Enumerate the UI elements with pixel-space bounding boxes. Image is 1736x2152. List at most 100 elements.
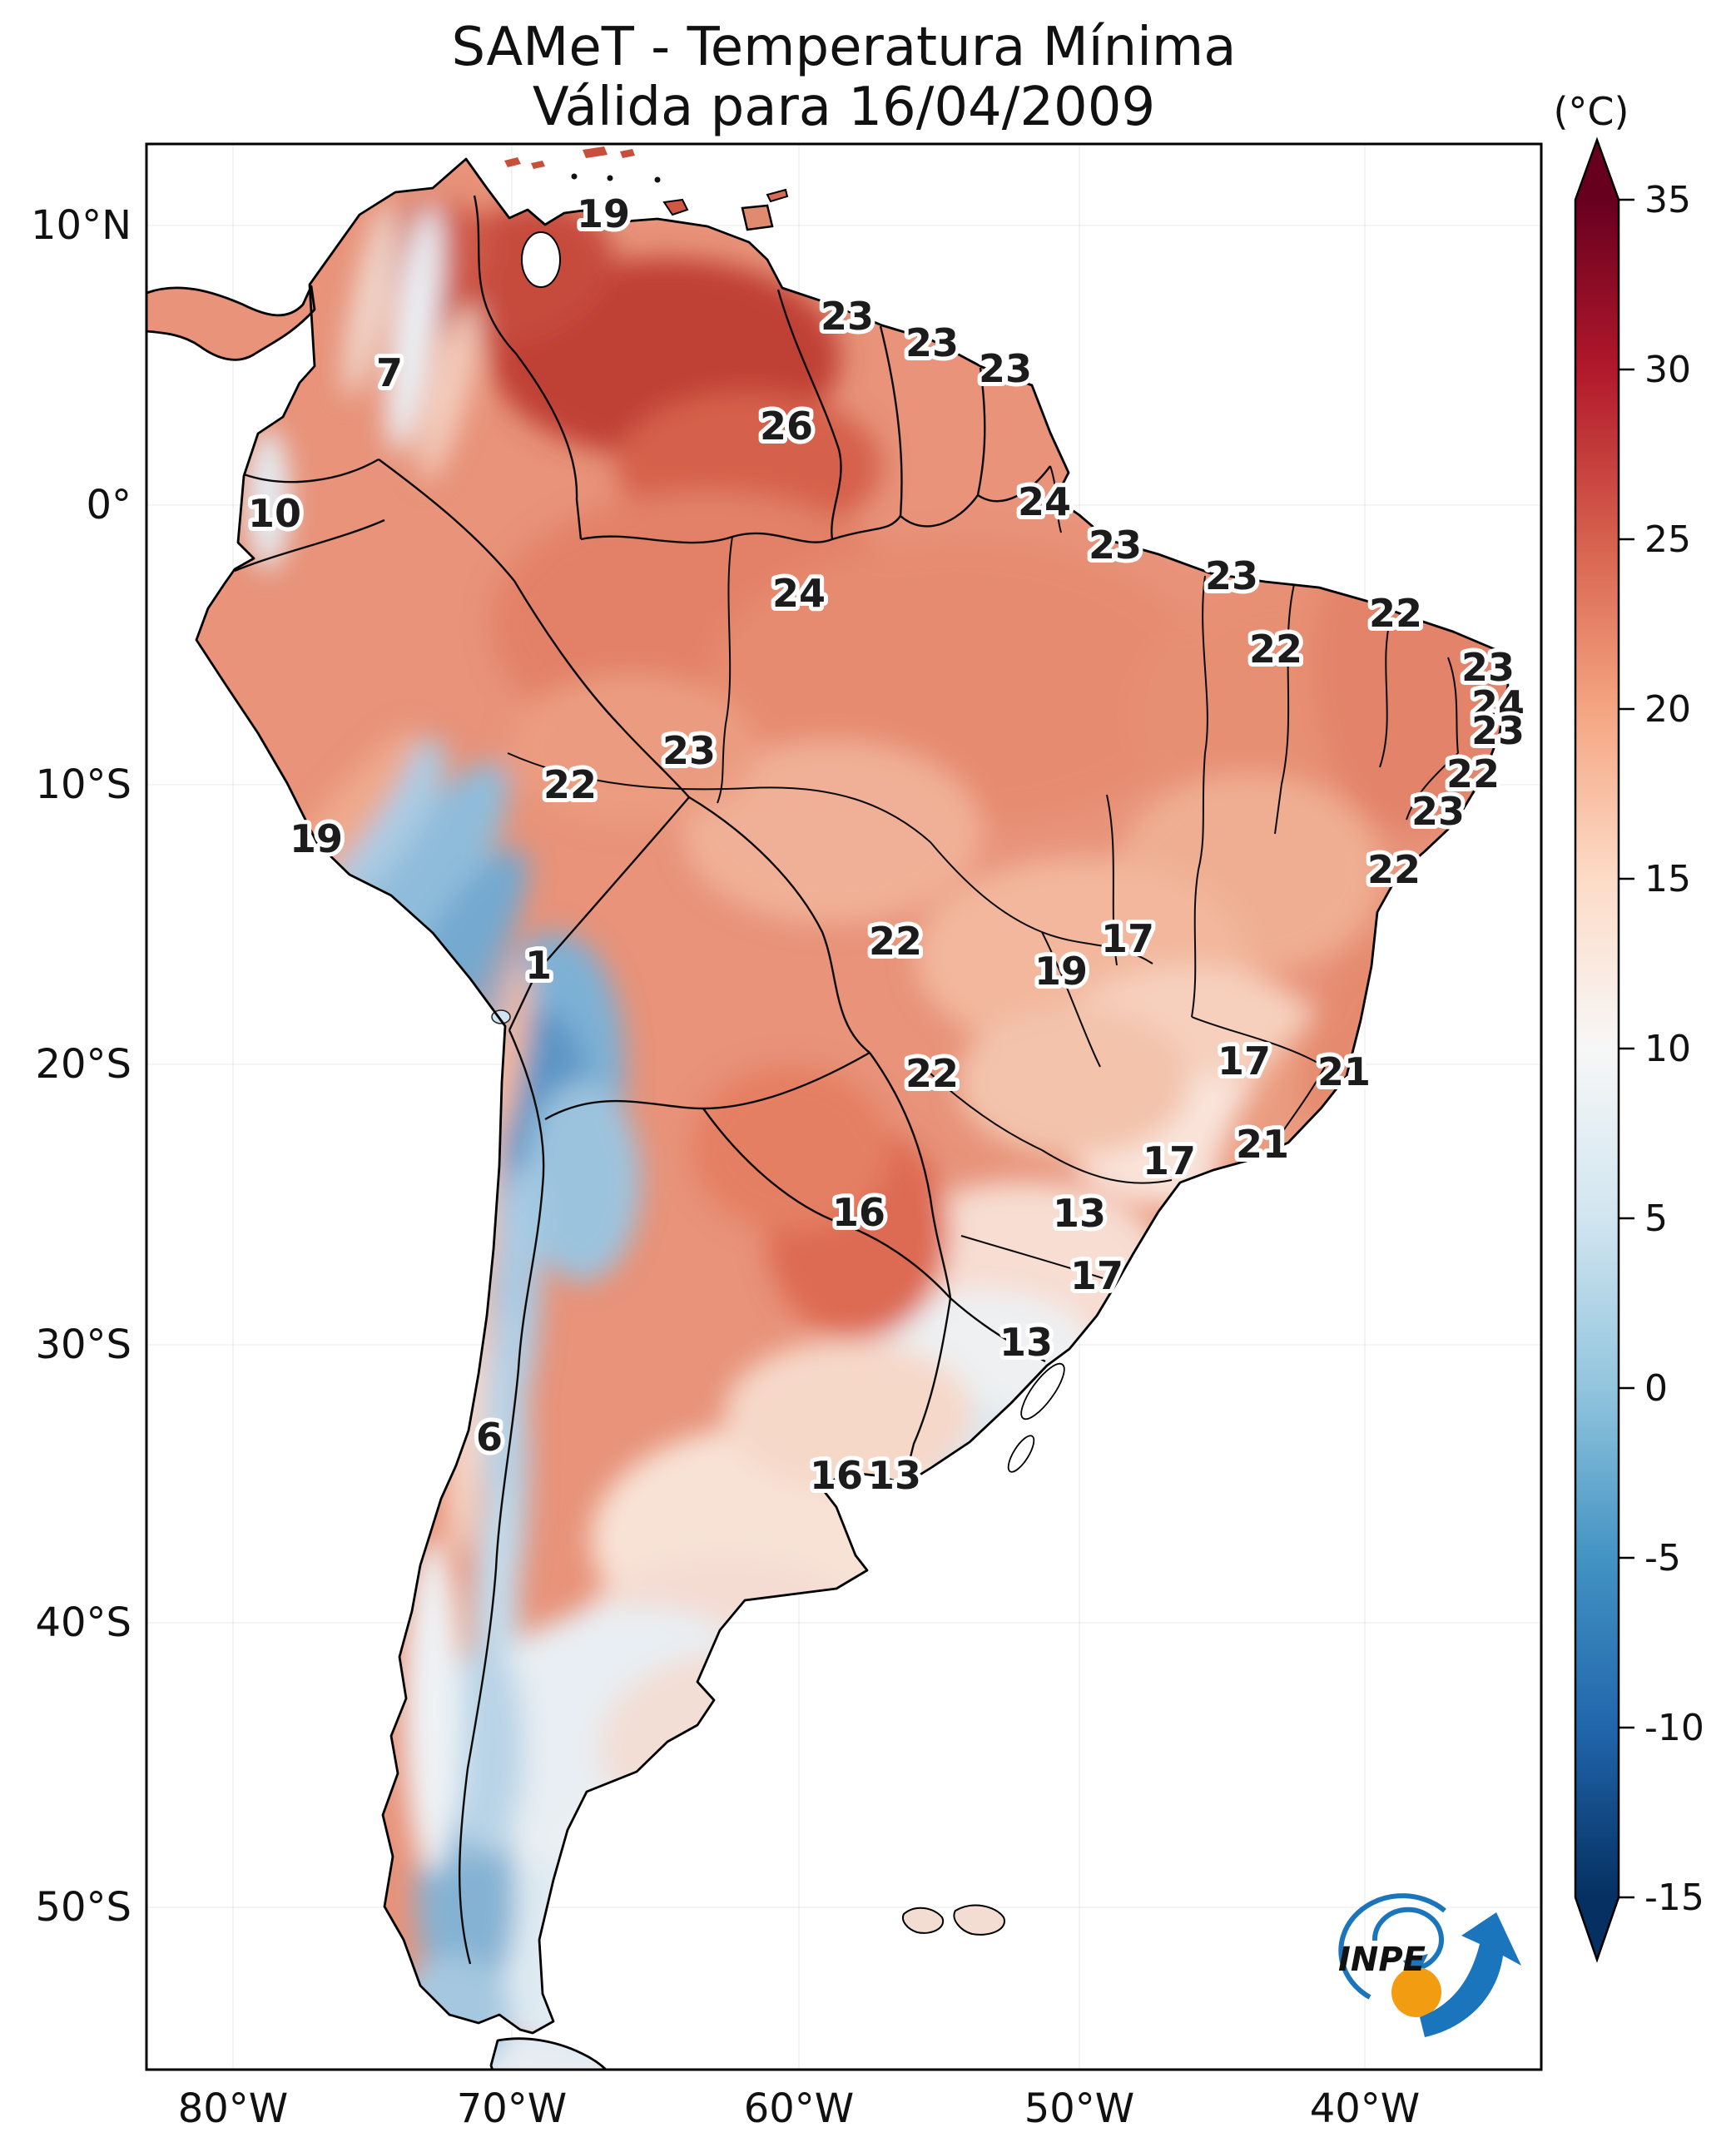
temp-label: 19	[577, 191, 630, 236]
small-island-dot	[654, 176, 661, 183]
country-borders	[234, 195, 1051, 1965]
temp-label: 24	[1018, 479, 1071, 524]
lon-tick-label: 50°W	[1024, 2085, 1135, 2132]
temp-label: 22	[1369, 591, 1422, 636]
temp-label: 23	[905, 320, 959, 365]
temp-label: 23	[979, 346, 1032, 391]
logo-text: INPE	[1338, 1941, 1426, 1979]
curacao-island	[504, 157, 521, 167]
temp-label: 16	[810, 1453, 863, 1498]
colorbar-tick-label: -15	[1644, 1877, 1704, 1919]
map-frame	[145, 142, 1543, 2071]
temp-label: 13	[868, 1453, 921, 1498]
colorbar-tick-label: 25	[1644, 518, 1691, 561]
temp-label: 17	[1070, 1253, 1123, 1298]
lagoa-mirim	[1007, 1435, 1035, 1473]
small-island-dot	[607, 175, 613, 181]
temp-label: 22	[1367, 847, 1421, 892]
temp-label: 23	[1461, 645, 1515, 690]
logo-swirl-arrowhead	[1403, 1954, 1428, 1981]
logo-swirl-outer	[1338, 1893, 1446, 2000]
colorbar-ticks: 35 30 25 20 15 10 5 0 -5 -10 -15	[1619, 179, 1704, 1919]
logo-swirl-inner	[1371, 1907, 1444, 1971]
temp-label: 17	[1143, 1138, 1196, 1183]
temp-label: 26	[760, 404, 813, 449]
colorbar: (°C) 35 30 25 20 15 10 5 0 -5 -10 -15	[1553, 89, 1704, 1963]
colorbar-tick-label: 10	[1644, 1028, 1691, 1070]
temp-label: 24	[772, 571, 826, 616]
colorbar-tick-label: -5	[1644, 1537, 1681, 1579]
lat-tick-label: 50°S	[35, 1884, 131, 1931]
lakes	[491, 231, 1065, 1473]
trinidad-island	[741, 204, 774, 231]
latitude-axis: 10°N 0° 10°S 20°S 30°S 40°S 50°S	[31, 202, 131, 1931]
temp-label: 23	[1205, 553, 1258, 598]
temp-label: 19	[1034, 949, 1088, 994]
small-island	[583, 146, 608, 158]
lat-tick-label: 10°N	[31, 202, 131, 249]
temp-label: 22	[1249, 627, 1302, 672]
falkland-east	[953, 1904, 1005, 1936]
colorbar-gradient	[1575, 200, 1619, 1897]
lat-tick-label: 40°S	[35, 1599, 131, 1646]
temp-label: 10	[248, 491, 301, 536]
temp-label: 22	[869, 919, 922, 964]
temp-label: 21	[1236, 1122, 1289, 1167]
temp-label: 23	[1471, 708, 1525, 753]
temp-label: 24	[1471, 682, 1525, 727]
state-borders	[507, 465, 1459, 1282]
colorbar-tick-label: 20	[1644, 688, 1691, 731]
lat-tick-label: 10°S	[35, 761, 131, 808]
temp-label: 23	[1089, 523, 1142, 568]
lon-tick-label: 60°W	[744, 2085, 855, 2132]
temp-label: 6	[476, 1415, 503, 1460]
lon-tick-label: 80°W	[178, 2085, 289, 2132]
figure-title-line2: Válida para 16/04/2009	[533, 77, 1155, 138]
coastlines	[146, 157, 1510, 2070]
temp-label: 17	[1218, 1039, 1271, 1083]
lake-maracaibo	[521, 231, 561, 288]
temp-label: 23	[662, 728, 716, 773]
colorbar-tick-label: 30	[1644, 349, 1691, 391]
lat-tick-label: 20°S	[35, 1041, 131, 1088]
temp-label: 22	[543, 762, 597, 807]
lat-tick-label: 30°S	[35, 1321, 131, 1368]
temp-label: 7	[376, 350, 403, 395]
lat-tick-label: 0°	[86, 482, 131, 528]
colorbar-tick-label: 35	[1644, 179, 1691, 221]
small-island-dot	[571, 173, 578, 180]
temp-label: 13	[1053, 1191, 1106, 1236]
falkland-west	[902, 1907, 945, 1934]
temp-label: 1	[525, 943, 552, 988]
inpe-logo: INPE	[1338, 1893, 1521, 2037]
colorbar-arrow-bottom	[1575, 1897, 1619, 1960]
temp-label: 19	[290, 816, 343, 861]
bonaire-island	[531, 161, 545, 169]
logo-orange-dot	[1391, 1967, 1441, 2017]
colorbar-arrow-top	[1575, 140, 1619, 200]
lon-tick-label: 40°W	[1310, 2085, 1421, 2132]
temp-label: 23	[821, 294, 874, 339]
colorbar-tick-label: 15	[1644, 858, 1691, 900]
temp-label: 13	[999, 1320, 1053, 1365]
small-island	[620, 149, 635, 158]
lon-tick-label: 70°W	[457, 2085, 568, 2132]
colorbar-tick-label: -10	[1644, 1707, 1704, 1749]
colorbar-tick-label: 5	[1644, 1197, 1668, 1240]
temp-label: 16	[832, 1190, 885, 1235]
temp-label: 22	[1446, 751, 1500, 796]
temp-label: 17	[1101, 916, 1154, 961]
logo-arrow	[1420, 1912, 1521, 2037]
lagoa-dos-patos	[1020, 1362, 1065, 1421]
temp-label: 21	[1317, 1049, 1371, 1094]
isla-margarita	[662, 198, 689, 216]
temp-label: 23	[1411, 789, 1465, 834]
islands	[504, 146, 1005, 1936]
colorbar-unit-label: (°C)	[1553, 89, 1629, 134]
tobago-island	[766, 188, 789, 203]
colorbar-tick-label: 0	[1644, 1367, 1668, 1410]
